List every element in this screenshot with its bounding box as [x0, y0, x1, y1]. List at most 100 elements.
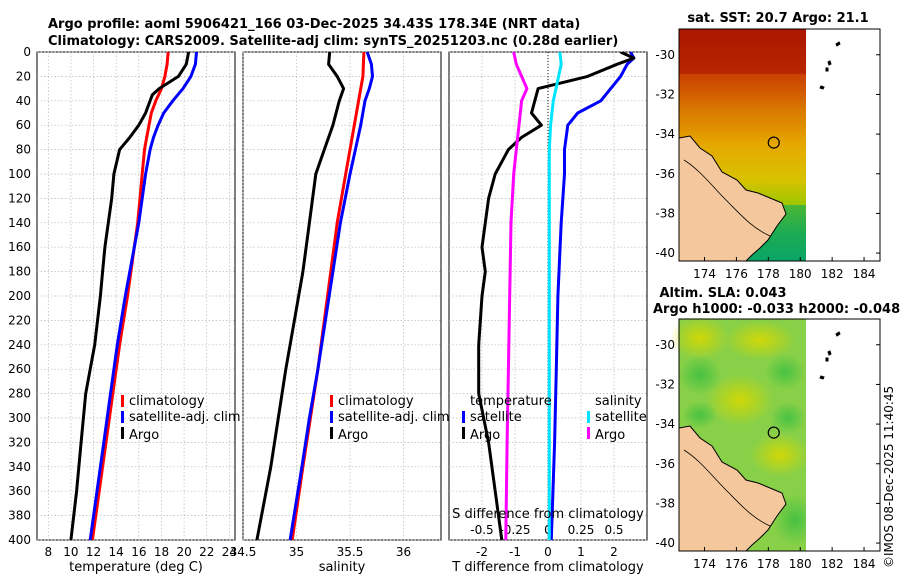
legend-label-temp-satellite: satellite [470, 410, 522, 425]
depth-tick-label: 340 [8, 460, 31, 474]
x-tick-label: 36 [396, 545, 411, 559]
salinity-legend: climatology satellite-adj. clim Argo [330, 394, 450, 443]
map-lat-label: -30 [655, 48, 675, 62]
sla-low-anomaly [682, 401, 718, 429]
salinity-series-group [255, 52, 374, 540]
legend-swatch-sal-satellite [587, 411, 590, 423]
depth-tick-label: 280 [8, 387, 31, 401]
map-lon-label: 174 [693, 267, 716, 281]
map-lon-label: 178 [757, 557, 780, 571]
legend-swatch-satellite [330, 411, 333, 423]
series-line-temperature-satellite-adj-clim [88, 52, 198, 540]
legend-swatch-sal-argo [587, 427, 590, 439]
sst-map-ticks: 174 176 178 180 182 184 -30 -32 -34 -36 -38 -40 [655, 48, 880, 281]
depth-contour [683, 159, 771, 237]
imos-timestamp: ©IMOS 08-Dec-2025 11:40:45 [882, 386, 896, 568]
top-x-tick-label: -0.5 [470, 523, 493, 537]
series-line-salinity-argo [255, 52, 346, 540]
legend-label-argo: Argo [338, 428, 368, 443]
legend-label-climatology: climatology [129, 394, 205, 409]
depth-contour [683, 449, 771, 527]
difference-top-x-label: S difference from climatology [452, 507, 644, 522]
legend-label-temp-argo: Argo [470, 428, 500, 443]
legend-swatch-temp-satellite [462, 411, 465, 423]
series-line-temperature-argo [69, 52, 191, 540]
map-lon-label: 184 [853, 267, 876, 281]
x-tick-label: 12 [86, 545, 101, 559]
legend-swatch-climatology [330, 395, 333, 407]
series-line-differences-temperature-satellite [549, 52, 636, 540]
sla-low-anomaly [770, 402, 806, 434]
map-lat-label: -34 [655, 417, 675, 431]
top-x-tick-label: 0.5 [604, 523, 623, 537]
sla-high-anomaly [750, 433, 810, 477]
x-tick-label: 18 [154, 545, 169, 559]
kermadec-islands [819, 41, 841, 90]
x-tick-label: 2 [610, 545, 618, 559]
sla-low-anomaly [678, 355, 722, 395]
series-line-differences-temperature-argo [477, 52, 636, 540]
sla-high-anomaly [706, 374, 774, 426]
header-line-1: Argo profile: aoml 5906421_166 03-Dec-20… [48, 17, 580, 32]
legend-label-sal-argo: Argo [595, 428, 625, 443]
x-tick-label: 1 [577, 545, 585, 559]
depth-tick-label: 260 [8, 362, 31, 376]
map-lat-label: -32 [655, 87, 675, 101]
depth-tick-label: 160 [8, 240, 31, 254]
legend-header-temperature: temperature [470, 394, 552, 409]
sla-high-anomaly [670, 316, 730, 360]
depth-tick-label: 180 [8, 265, 31, 279]
map-lat-label: -34 [655, 127, 675, 141]
map-lat-label: -36 [655, 167, 675, 181]
depth-tick-label: 20 [16, 69, 31, 83]
difference-x-label: T difference from climatology [451, 560, 644, 575]
x-tick-label: 22 [199, 545, 214, 559]
top-x-tick-label: -0.25 [499, 523, 530, 537]
sla-map-title: Altim. SLA: 0.043 [660, 286, 787, 301]
legend-swatch-argo [330, 427, 333, 439]
x-tick-label: -2 [476, 545, 488, 559]
x-tick-label: 35 [289, 545, 304, 559]
series-line-differences-salinity-satellite [547, 52, 563, 540]
kermadec-islands [819, 331, 841, 380]
map-lat-label: -38 [655, 206, 675, 220]
map-lat-label: -40 [655, 536, 675, 550]
temperature-legend: climatology satellite-adj. clim Argo [121, 394, 241, 443]
sst-map-title: sat. SST: 20.7 Argo: 21.1 [687, 11, 868, 26]
sla-map-frame [678, 318, 881, 552]
x-tick-label: 24 [222, 545, 237, 559]
sla-map-subtitle: Argo h1000: -0.033 h2000: -0.048 [653, 302, 900, 317]
series-line-salinity-satellite-adj-clim [288, 52, 374, 540]
x-tick-label: -1 [509, 545, 521, 559]
series-line-temperature-climatology [90, 52, 170, 540]
map-lon-label: 180 [789, 557, 812, 571]
map-lon-label: 178 [757, 267, 780, 281]
legend-header-salinity: salinity [595, 394, 642, 409]
map-lon-label: 174 [693, 557, 716, 571]
depth-tick-label: 0 [23, 45, 31, 59]
depth-tick-label: 80 [16, 143, 31, 157]
depth-tick-label: 380 [8, 509, 31, 523]
map-lat-label: -30 [655, 338, 675, 352]
legend-swatch-argo [121, 427, 124, 439]
map-lat-label: -40 [655, 246, 675, 260]
depth-tick-label: 360 [8, 484, 31, 498]
map-lon-label: 182 [821, 267, 844, 281]
x-tick-label: 0 [544, 545, 552, 559]
depth-tick-label: 320 [8, 435, 31, 449]
sla-map [670, 316, 881, 552]
legend-label-satellite: satellite-adj. clim [338, 410, 450, 425]
map-lon-label: 176 [725, 557, 748, 571]
differences-series-group [477, 52, 636, 540]
salinity-x-label: salinity [319, 560, 366, 575]
x-tick-label: 20 [176, 545, 191, 559]
depth-tick-label: 100 [8, 167, 31, 181]
depth-tick-label: 400 [8, 533, 31, 547]
legend-label-climatology: climatology [338, 394, 414, 409]
legend-label-satellite: satellite-adj. clim [129, 410, 241, 425]
depth-tick-label: 120 [8, 191, 31, 205]
x-tick-label: 10 [63, 545, 78, 559]
depth-tick-labels: 0 20 40 60 80 100 120 140 160 180 200 220 240 260 280 3… [8, 45, 31, 547]
